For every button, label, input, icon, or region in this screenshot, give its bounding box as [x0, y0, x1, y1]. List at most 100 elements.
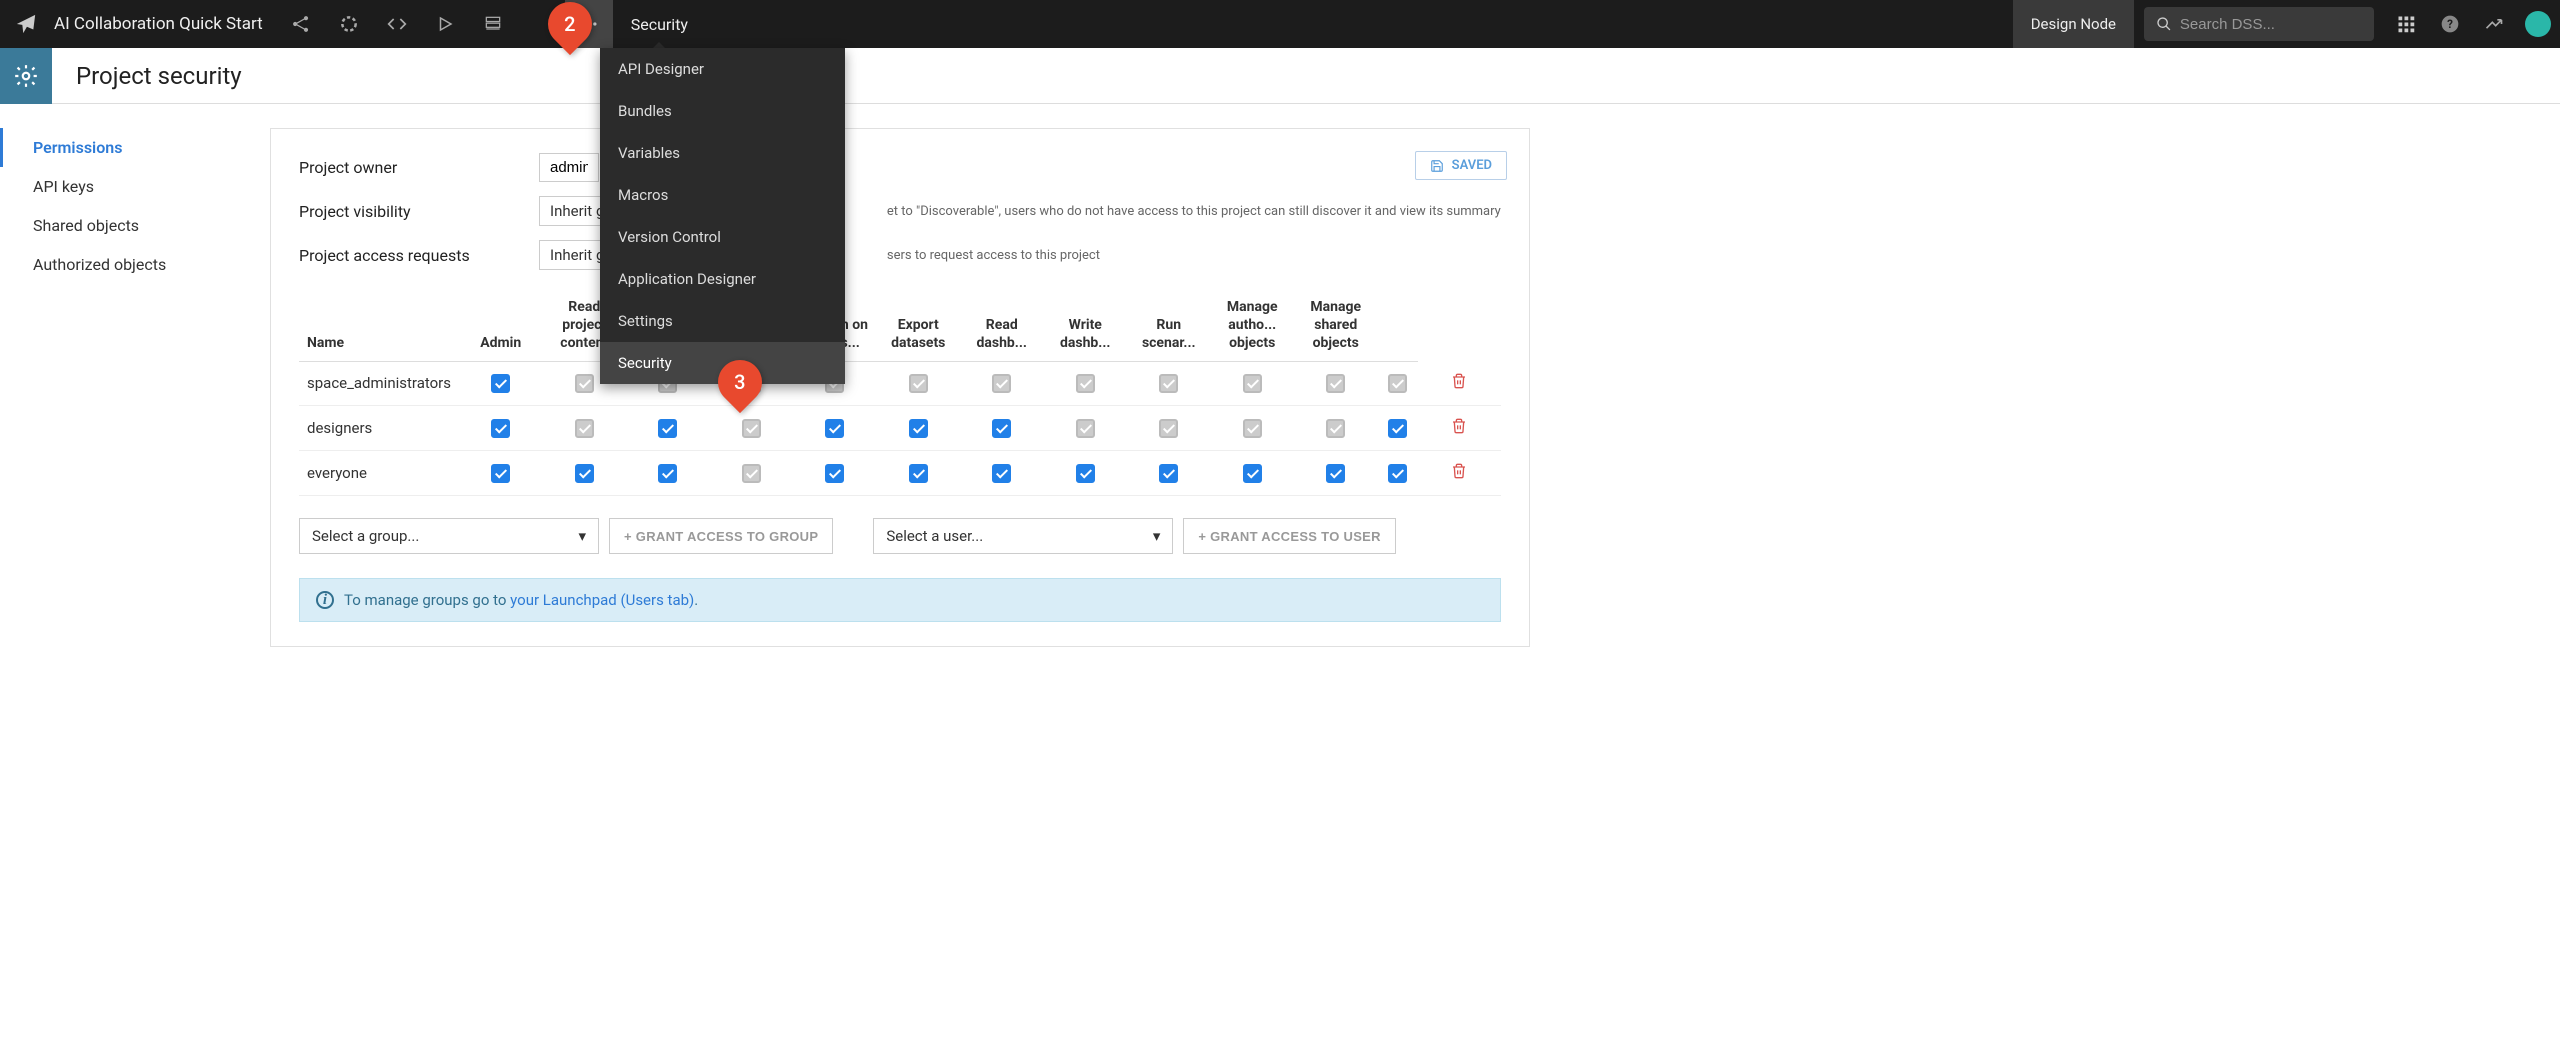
- permission-checkbox: [1159, 374, 1178, 393]
- permission-checkbox[interactable]: [1326, 464, 1345, 483]
- apps-icon[interactable]: [2384, 0, 2428, 48]
- permission-checkbox: [1243, 374, 1262, 393]
- svg-text:?: ?: [2447, 17, 2453, 31]
- search-box[interactable]: [2144, 7, 2374, 41]
- launchpad-link[interactable]: your Launchpad (Users tab): [510, 591, 694, 609]
- permission-checkbox[interactable]: [491, 419, 510, 438]
- permission-checkbox: [742, 464, 761, 483]
- grant-user-button[interactable]: + GRANT ACCESS TO USER: [1183, 518, 1396, 554]
- permission-checkbox: [1076, 374, 1095, 393]
- top-nav: AI Collaboration Quick Start Security De…: [0, 0, 2560, 48]
- visibility-label: Project visibility: [299, 202, 539, 221]
- permission-checkbox: [575, 419, 594, 438]
- search-input[interactable]: [2180, 16, 2362, 33]
- access-hint: sers to request access to this project: [887, 248, 1100, 263]
- app-logo[interactable]: [0, 0, 52, 48]
- permission-checkbox: [992, 374, 1011, 393]
- sidebar-item-api-keys[interactable]: API keys: [0, 167, 270, 206]
- dropdown-macros[interactable]: Macros: [600, 174, 845, 216]
- dropdown-settings[interactable]: Settings: [600, 300, 845, 342]
- dropdown-version-control[interactable]: Version Control: [600, 216, 845, 258]
- dropdown-bundles[interactable]: Bundles: [600, 90, 845, 132]
- permission-checkbox: [909, 374, 928, 393]
- permission-checkbox[interactable]: [575, 464, 594, 483]
- flow-icon[interactable]: [325, 0, 373, 48]
- sidebar: Permissions API keys Shared objects Auth…: [0, 104, 270, 671]
- permission-checkbox: [1326, 419, 1345, 438]
- save-icon: [1430, 159, 1444, 173]
- permission-checkbox[interactable]: [491, 374, 510, 393]
- table-row: everyone: [299, 451, 1501, 496]
- visibility-hint: et to "Discoverable", users who do not h…: [887, 204, 1501, 219]
- code-icon[interactable]: [373, 0, 421, 48]
- col-header: [1378, 290, 1418, 361]
- permission-checkbox[interactable]: [658, 419, 677, 438]
- info-text: To manage groups go to: [344, 591, 510, 609]
- col-header: Admin: [459, 290, 543, 361]
- permission-checkbox: [742, 419, 761, 438]
- permission-checkbox[interactable]: [1076, 464, 1095, 483]
- permission-checkbox[interactable]: [825, 419, 844, 438]
- more-dropdown: API Designer Bundles Variables Macros Ve…: [600, 48, 845, 384]
- search-icon: [2156, 15, 2172, 33]
- design-node-button[interactable]: Design Node: [2013, 0, 2134, 48]
- share-icon[interactable]: [277, 0, 325, 48]
- trash-icon[interactable]: [1451, 373, 1467, 389]
- trash-icon[interactable]: [1451, 463, 1467, 479]
- table-row: designers: [299, 406, 1501, 451]
- col-header: Run scenar...: [1127, 290, 1211, 361]
- access-label: Project access requests: [299, 246, 539, 265]
- select-group[interactable]: Select a group...▾: [299, 518, 599, 554]
- dropdown-variables[interactable]: Variables: [600, 132, 845, 174]
- col-header: Name: [299, 290, 459, 361]
- sidebar-item-permissions[interactable]: Permissions: [0, 128, 270, 167]
- permission-checkbox[interactable]: [1243, 464, 1262, 483]
- gear-icon[interactable]: [0, 48, 52, 104]
- col-header: Read dashb...: [960, 290, 1044, 361]
- permission-checkbox[interactable]: [1159, 464, 1178, 483]
- page-title: Project security: [52, 62, 242, 90]
- col-header: Export datasets: [877, 290, 961, 361]
- sidebar-item-shared-objects[interactable]: Shared objects: [0, 206, 270, 245]
- dropdown-api-designer[interactable]: API Designer: [600, 48, 845, 90]
- permission-checkbox: [1076, 419, 1095, 438]
- permission-checkbox[interactable]: [992, 419, 1011, 438]
- row-name: designers: [299, 406, 459, 451]
- permissions-table: NameAdminRead project contentWrite proje…: [299, 290, 1501, 496]
- info-icon: i: [316, 591, 334, 609]
- trash-icon[interactable]: [1451, 418, 1467, 434]
- saved-badge: SAVED: [1415, 151, 1507, 180]
- permissions-panel: SAVED Project owner Project visibility I…: [270, 128, 1530, 647]
- permission-checkbox: [1326, 374, 1345, 393]
- permission-checkbox: [1243, 419, 1262, 438]
- permission-checkbox[interactable]: [909, 419, 928, 438]
- permission-checkbox[interactable]: [992, 464, 1011, 483]
- activity-icon[interactable]: [2472, 0, 2516, 48]
- row-name: everyone: [299, 451, 459, 496]
- permission-checkbox: [1159, 419, 1178, 438]
- avatar[interactable]: [2516, 0, 2560, 48]
- stack-icon[interactable]: [469, 0, 517, 48]
- permission-checkbox[interactable]: [1388, 464, 1407, 483]
- help-icon[interactable]: ?: [2428, 0, 2472, 48]
- permission-checkbox: [575, 374, 594, 393]
- permission-checkbox[interactable]: [1388, 419, 1407, 438]
- dropdown-application-designer[interactable]: Application Designer: [600, 258, 845, 300]
- col-header: Manage autho... objects: [1211, 290, 1295, 361]
- permission-checkbox[interactable]: [909, 464, 928, 483]
- row-name: space_administrators: [299, 361, 459, 406]
- permission-checkbox[interactable]: [825, 464, 844, 483]
- select-user[interactable]: Select a user...▾: [873, 518, 1173, 554]
- owner-input[interactable]: [539, 153, 599, 182]
- owner-label: Project owner: [299, 158, 539, 177]
- project-title[interactable]: AI Collaboration Quick Start: [52, 14, 277, 34]
- sidebar-item-authorized-objects[interactable]: Authorized objects: [0, 245, 270, 284]
- grant-group-button[interactable]: + GRANT ACCESS TO GROUP: [609, 518, 833, 554]
- col-header: Manage shared objects: [1294, 290, 1378, 361]
- permission-checkbox[interactable]: [658, 464, 677, 483]
- col-header: Write dashb...: [1044, 290, 1128, 361]
- permission-checkbox[interactable]: [491, 464, 510, 483]
- breadcrumb-security[interactable]: Security: [613, 0, 706, 48]
- play-icon[interactable]: [421, 0, 469, 48]
- permission-checkbox: [1388, 374, 1407, 393]
